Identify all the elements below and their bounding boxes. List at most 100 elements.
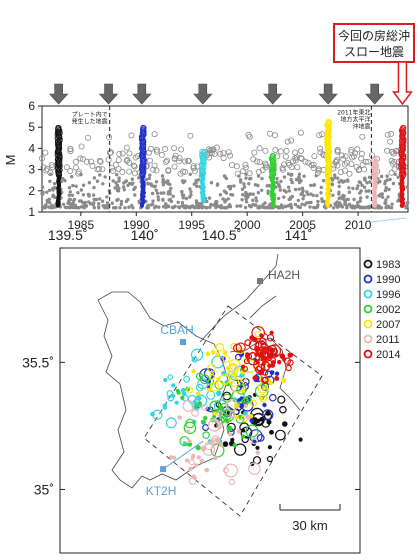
background-event (103, 175, 107, 179)
background-event (150, 183, 154, 188)
lon-tick-label: 140˚ (131, 227, 159, 243)
background-event (242, 161, 249, 168)
background-event (358, 155, 365, 162)
map-event (243, 403, 248, 408)
background-event (224, 191, 229, 195)
background-event (147, 176, 151, 181)
series-2014 (398, 124, 407, 208)
background-event (289, 203, 293, 208)
background-event (79, 205, 83, 209)
background-event (171, 163, 178, 170)
background-event (68, 190, 72, 194)
background-event (159, 191, 163, 195)
map-event (171, 383, 176, 388)
background-event (351, 186, 355, 191)
background-event (63, 164, 70, 171)
background-event (358, 205, 362, 209)
background-event (227, 152, 234, 159)
map-event (222, 441, 229, 447)
map-event (270, 347, 279, 356)
background-event (92, 205, 96, 210)
map-event (256, 434, 265, 442)
background-event (333, 175, 337, 180)
map-event (216, 390, 222, 397)
background-event (240, 197, 244, 202)
background-event (310, 161, 317, 168)
background-event (69, 174, 74, 179)
background-event (297, 147, 304, 154)
background-event (92, 176, 97, 180)
series-point (56, 127, 63, 134)
background-event (391, 158, 398, 165)
map-event (269, 330, 274, 335)
highlight-bracket (371, 217, 406, 223)
map-event (207, 363, 217, 373)
background-event (151, 131, 158, 138)
background-event (88, 158, 95, 165)
background-event (40, 164, 47, 171)
background-event (306, 192, 310, 196)
map-event (285, 364, 292, 372)
map-event (263, 356, 268, 361)
background-event (117, 179, 121, 183)
background-event (210, 146, 217, 153)
background-event (119, 168, 126, 175)
background-event (178, 146, 185, 153)
background-event (348, 154, 355, 161)
map-event (225, 399, 239, 412)
background-event (84, 134, 91, 141)
legend-label: 2014 (376, 349, 400, 361)
background-event (286, 185, 291, 189)
background-event (196, 178, 201, 182)
map-event (240, 434, 246, 439)
scale-bar-label: 30 km (292, 518, 327, 533)
map-event (210, 443, 225, 458)
series-point (200, 152, 207, 159)
background-event (296, 205, 300, 209)
background-event (133, 193, 137, 197)
background-event (316, 132, 323, 139)
background-event (286, 172, 291, 176)
map-event (187, 439, 192, 444)
background-event (340, 205, 345, 209)
map-event (194, 463, 199, 468)
background-event (119, 199, 124, 204)
background-event (406, 200, 410, 205)
map-event (176, 390, 181, 395)
background-event (63, 205, 67, 209)
map-event (235, 342, 246, 353)
map-event (232, 372, 238, 378)
map-event (222, 354, 231, 363)
background-event (302, 158, 309, 165)
background-event (266, 191, 270, 195)
background-event (260, 176, 264, 181)
map-event (152, 409, 163, 420)
map-event (199, 458, 205, 464)
background-event (277, 148, 284, 155)
map-event (256, 418, 261, 423)
background-event (384, 185, 388, 190)
background-event (294, 164, 301, 171)
map-event (259, 333, 264, 338)
background-event (348, 161, 355, 168)
background-event (119, 202, 123, 207)
background-event (380, 192, 384, 196)
background-event (341, 161, 348, 168)
background-event (219, 203, 223, 208)
background-event (294, 177, 299, 182)
background-event (290, 180, 295, 185)
x-tick-label: 2000 (234, 218, 261, 232)
background-event (279, 164, 286, 171)
background-event (224, 198, 228, 202)
legend-marker (363, 259, 373, 269)
background-event (49, 205, 53, 210)
background-event (217, 150, 224, 157)
background-event (253, 158, 260, 165)
background-event (359, 196, 363, 200)
background-event (161, 182, 166, 187)
current-event-arrow (391, 61, 413, 106)
map-event (262, 376, 269, 383)
background-event (238, 178, 243, 182)
background-event (390, 150, 397, 157)
map-event (213, 455, 218, 460)
